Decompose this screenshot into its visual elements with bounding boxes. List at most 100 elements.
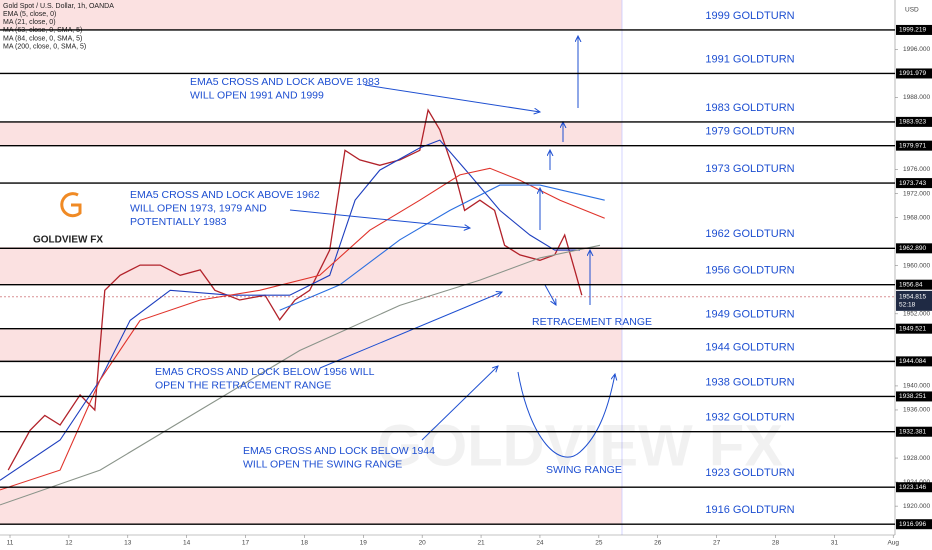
- x-tick-label: 31: [831, 540, 839, 547]
- arrow: [364, 84, 540, 112]
- countdown: 52:18: [899, 302, 916, 309]
- level-label: 1956 GOLDTURN: [705, 265, 794, 277]
- x-tick-label: 17: [242, 540, 250, 547]
- y-tick-label: 1996.000: [903, 46, 930, 53]
- legend-entry: MA (84, close, 0, SMA, 5): [3, 35, 82, 42]
- x-tick-label: 26: [654, 540, 662, 547]
- series-line: [0, 167, 605, 491]
- level-box: [896, 323, 932, 334]
- plot: [0, 108, 605, 506]
- level-value: 1944.084: [899, 358, 926, 365]
- x-tick-label: 28: [772, 540, 780, 547]
- level-box: [896, 482, 932, 493]
- y-tick-label: 1920.000: [903, 503, 930, 510]
- watermark: GOLDVIEW FX: [377, 413, 783, 478]
- x-tick-label: 27: [713, 540, 721, 547]
- annotation: EMA5 CROSS AND LOCK BELOW 1944: [243, 445, 435, 457]
- x-tick-label: 20: [419, 540, 427, 547]
- y-tick-label: 1952.000: [903, 311, 930, 318]
- series-line: [0, 244, 601, 506]
- annotation: SWING RANGE: [546, 464, 622, 476]
- y-tick-label: 1988.000: [903, 94, 930, 101]
- level-label: 1949 GOLDTURN: [705, 309, 794, 321]
- annotation: EMA5 CROSS AND LOCK BELOW 1956 WILL: [155, 366, 375, 378]
- y-tick-label: 1928.000: [903, 455, 930, 462]
- x-tick-label: 24: [536, 540, 544, 547]
- x-tick-label: 19: [360, 540, 368, 547]
- annotation: EMA5 CROSS AND LOCK ABOVE 1962: [130, 189, 320, 201]
- level-value: 1979.971: [899, 142, 926, 149]
- level-box: [896, 356, 932, 367]
- logo-mark: [60, 192, 82, 218]
- annotation: OPEN THE RETRACEMENT RANGE: [155, 379, 331, 391]
- y-tick-label: 1976.000: [903, 166, 930, 173]
- legend-entry: EMA (5, close, 0): [3, 11, 56, 18]
- x-tick-label: 12: [65, 540, 73, 547]
- level-label: 1999 GOLDTURN: [705, 10, 794, 22]
- series-line: [0, 139, 580, 481]
- level-value: 1916.996: [899, 521, 926, 528]
- y-tick-label: 1940.000: [903, 383, 930, 390]
- arrow: [289, 209, 470, 228]
- level-box: [896, 426, 932, 437]
- zone: [0, 122, 622, 145]
- level-label: 1932 GOLDTURN: [705, 412, 794, 424]
- level-box: [896, 391, 932, 402]
- zone: [0, 488, 622, 524]
- level-box: [896, 116, 932, 127]
- level-value: 1938.251: [899, 393, 926, 400]
- level-value: 1956.84: [899, 281, 923, 288]
- level-value: 1991.979: [899, 70, 926, 77]
- level-value: 1932.381: [899, 428, 926, 435]
- level-box: [896, 68, 932, 79]
- zone: [0, 247, 622, 284]
- level-box: [896, 279, 932, 290]
- annotation: WILL OPEN THE SWING RANGE: [243, 458, 402, 470]
- zone: [0, 0, 622, 30]
- y-tick-label: 1960.000: [903, 262, 930, 269]
- arrow: [319, 292, 502, 369]
- axis-label: USD: [905, 7, 919, 14]
- level-label: 1991 GOLDTURN: [705, 53, 794, 65]
- annotation: WILL OPEN 1973, 1979 AND: [130, 202, 267, 214]
- legend-title: Gold Spot / U.S. Dollar, 1h, OANDA: [3, 3, 114, 10]
- level-value: 1923.146: [899, 484, 926, 491]
- annotation: WILL OPEN 1991 AND 1999: [190, 89, 324, 101]
- price-value: 1954.815: [899, 294, 926, 301]
- arrow: [517, 371, 615, 458]
- annotation: RETRACEMENT RANGE: [532, 316, 652, 328]
- x-tick-label: 21: [477, 540, 485, 547]
- level-label: 1973 GOLDTURN: [705, 163, 794, 175]
- y-tick-label: 1936.000: [903, 407, 930, 414]
- x-tick-label: 13: [124, 540, 132, 547]
- x-tick-label: Aug: [887, 540, 899, 547]
- level-box: [896, 178, 932, 189]
- level-label: 1944 GOLDTURN: [705, 341, 794, 353]
- legend: Gold Spot / U.S. Dollar, 1h, OANDA EMA (…: [3, 3, 114, 51]
- logo: GOLDVIEW FX: [33, 192, 103, 246]
- level-label: 1938 GOLDTURN: [705, 376, 794, 388]
- level-box: [896, 24, 932, 35]
- series-line: [7, 108, 583, 471]
- x-tick-label: 14: [183, 540, 191, 547]
- annotation: EMA5 CROSS AND LOCK ABOVE 1983: [190, 76, 380, 88]
- level-label: 1923 GOLDTURN: [705, 467, 794, 479]
- x-tick-label: 25: [595, 540, 603, 547]
- level-value: 1983.923: [899, 119, 926, 126]
- x-tick-label: 18: [301, 540, 309, 547]
- legend-entry: MA (63, close, 0, SMA, 5): [3, 27, 82, 34]
- level-label: 1916 GOLDTURN: [705, 504, 794, 516]
- arrows: [289, 36, 615, 458]
- level-value: 1973.743: [899, 180, 926, 187]
- y-tick-label: 1972.000: [903, 190, 930, 197]
- arrow: [421, 366, 498, 441]
- logo-text: GOLDVIEW FX: [33, 235, 103, 246]
- level-label: 1979 GOLDTURN: [705, 126, 794, 138]
- level-box: [896, 243, 932, 254]
- price-box: [896, 290, 932, 311]
- legend-entry: MA (200, close, 0, SMA, 5): [3, 44, 86, 51]
- level-label: 1962 GOLDTURN: [705, 228, 794, 240]
- x-tick-label: 11: [7, 540, 14, 547]
- annotation: POTENTIALLY 1983: [130, 216, 227, 228]
